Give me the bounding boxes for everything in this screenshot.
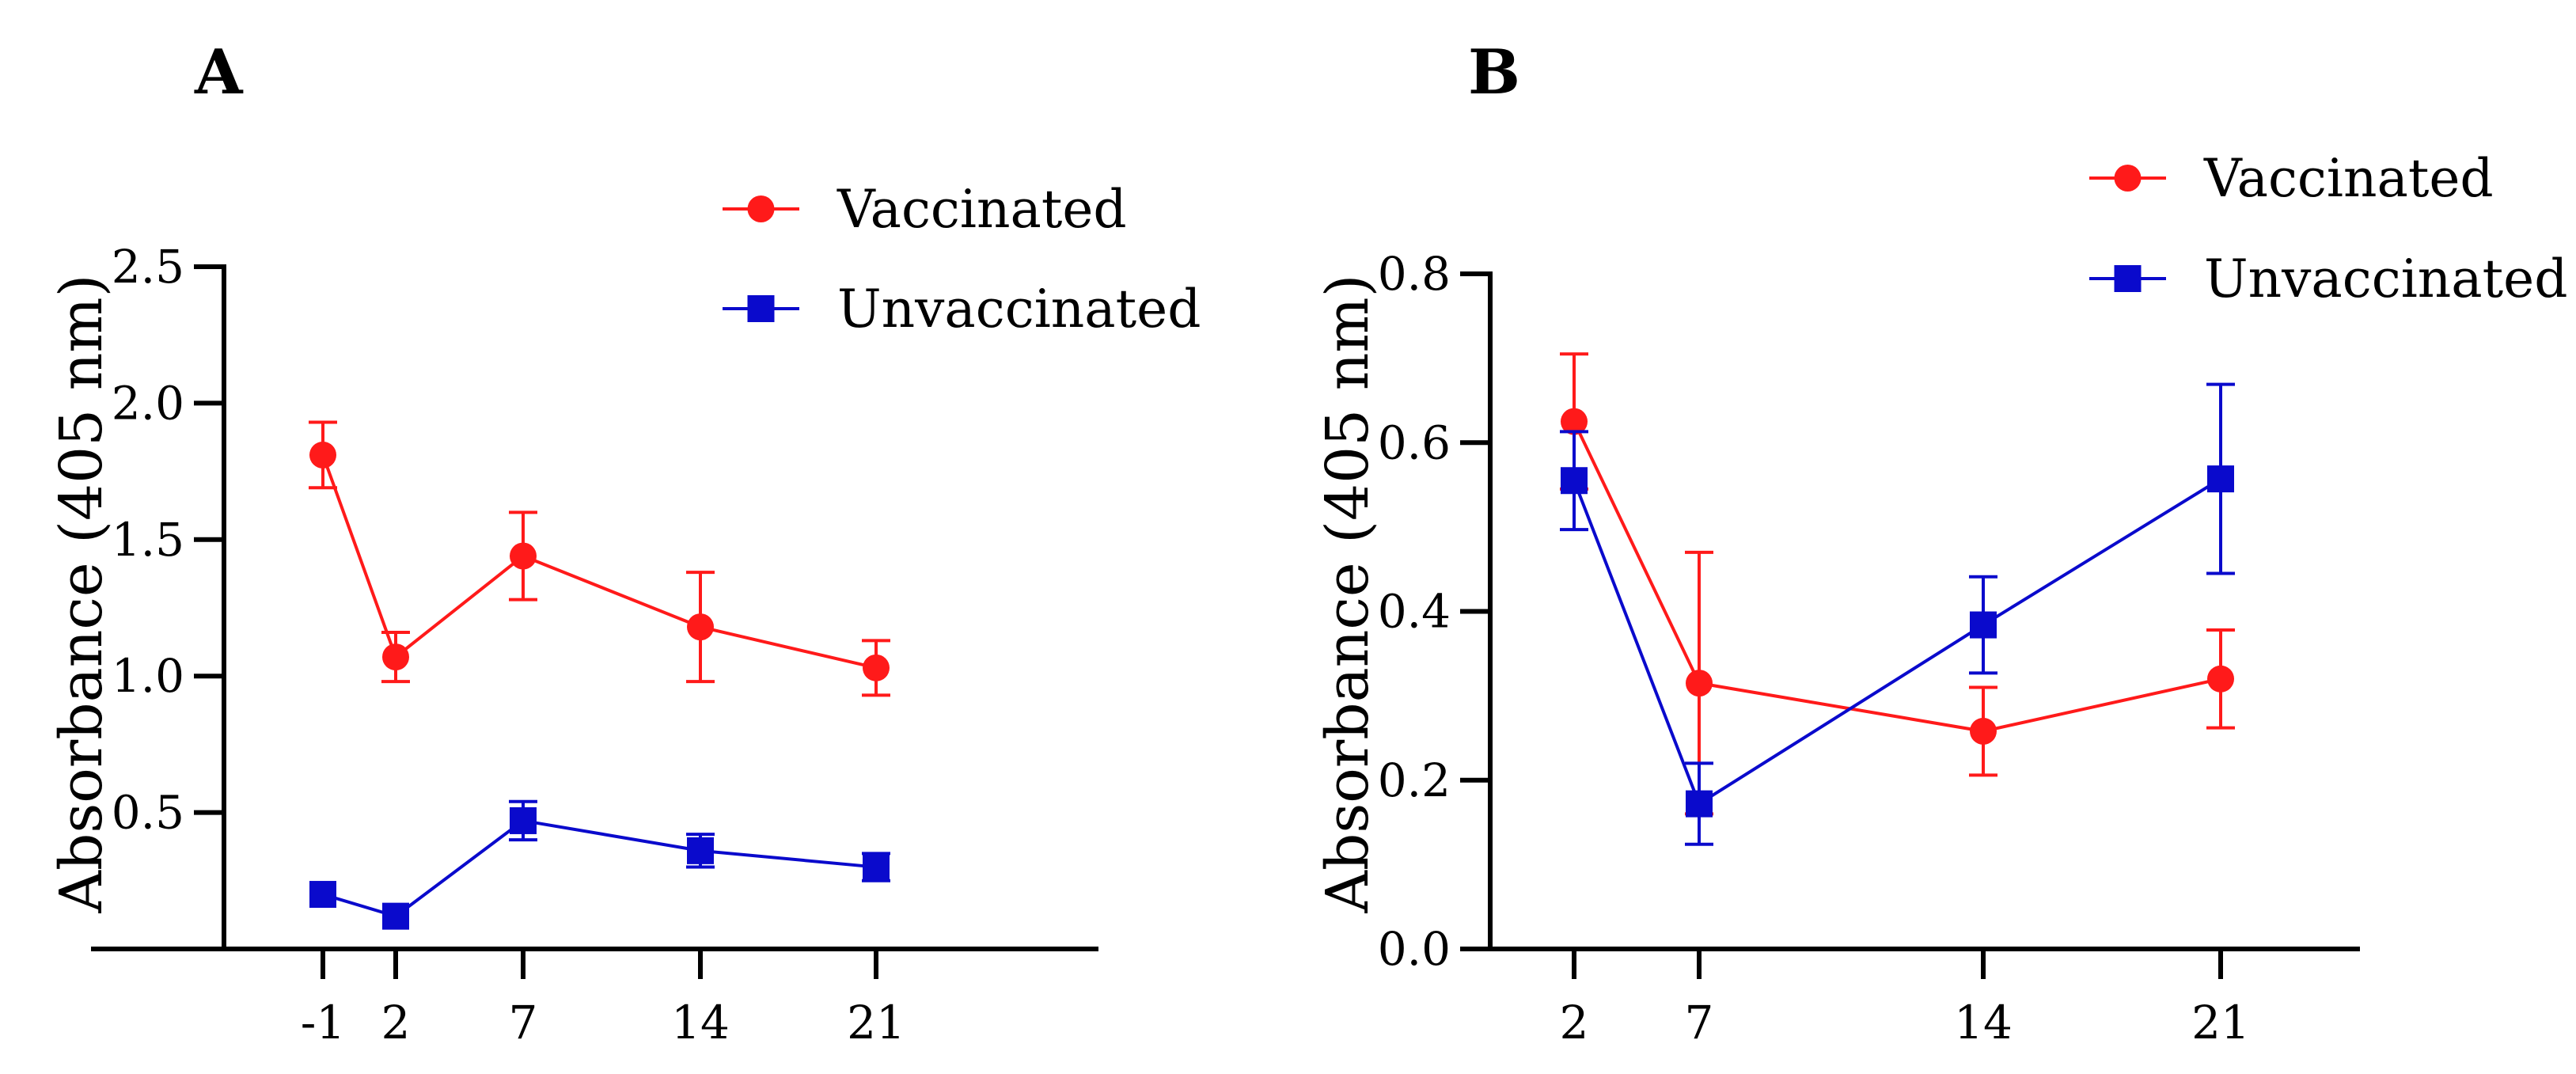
legend-label: Unvaccinated [837,279,1201,340]
data-point [687,613,714,641]
x-tick-label: 21 [847,996,905,1049]
y-tick-label: 1.0 [112,649,184,703]
legend-a: Vaccinated Unvaccinated [723,179,1201,340]
axes-a: 0.5 1.0 1.5 2.0 2.5 -1 2 7 14 21 [91,240,1098,1049]
series-line [1573,477,2222,806]
legend-marker-square [747,295,775,322]
y-tick-label: 1.5 [112,513,184,567]
y-tick-label: 0.2 [1378,753,1451,807]
data-point [1561,408,1588,435]
data-point [1970,611,1997,639]
series-layer-b [1560,352,2235,846]
data-point [510,806,537,834]
data-point [309,441,336,469]
y-tick-label: 0.4 [1378,585,1451,639]
data-point [687,837,714,864]
y-tick-label: 0.8 [1378,247,1451,301]
x-tick-label: 21 [2191,996,2250,1049]
panel-label-b: B [1468,36,1520,108]
legend-label: Unvaccinated [2204,249,2568,309]
data-point [1561,467,1588,495]
x-tick-label: 14 [671,996,730,1049]
y-axis-title-a: Absorbance (405 nm) [47,275,116,914]
panel-label-a: A [194,36,244,108]
y-axis-title-b: Absorbance (405 nm) [1314,275,1382,914]
data-point [1970,717,1997,745]
series-layer-a [309,420,890,930]
legend-marker-circle [747,195,775,222]
legend-marker-circle [2114,165,2142,192]
x-tick-label: 7 [1685,996,1714,1049]
x-tick-label: 7 [509,996,538,1049]
legend-label: Vaccinated [2203,148,2494,209]
legend-label: Vaccinated [837,179,1127,240]
data-point [2207,665,2234,693]
y-tick-label: 2.5 [112,240,184,294]
series-unvaccinated [1560,382,2235,846]
data-point [863,853,890,881]
x-tick-label: 2 [1560,996,1589,1049]
series-line [321,454,877,670]
y-tick-label: 0.6 [1378,416,1451,469]
panel-a: A Absorbance (405 nm) 0.5 1.0 1.5 2.0 2.5 -1 2… [47,36,1201,1049]
x-tick-label: 14 [1954,996,2013,1049]
data-point [1686,790,1713,818]
x-tick-label: 2 [381,996,411,1049]
data-point [382,643,409,671]
series-line [322,818,877,918]
panel-b: B Absorbance (405 nm) 0.0 0.2 0.4 0.6 0.8 2 7 1… [1314,36,2568,1049]
data-point [510,542,537,570]
legend-marker-square [2114,265,2142,292]
series-vaccinated [1560,352,2235,816]
series-unvaccinated [309,799,890,930]
data-point [1686,670,1713,697]
y-tick-label: 0.5 [112,786,184,840]
series-vaccinated [309,420,890,697]
x-tick-label: -1 [301,996,346,1049]
data-point [309,881,336,909]
data-point [382,902,409,930]
y-tick-label: 0.0 [1378,922,1451,976]
data-point [863,654,890,681]
legend-b: Vaccinated Unvaccinated [2089,148,2568,309]
y-tick-label: 2.0 [112,376,184,430]
series-line [1573,420,2221,733]
data-point [2207,465,2234,493]
axes-b: 0.0 0.2 0.4 0.6 0.8 2 7 14 21 [1378,247,2360,1049]
